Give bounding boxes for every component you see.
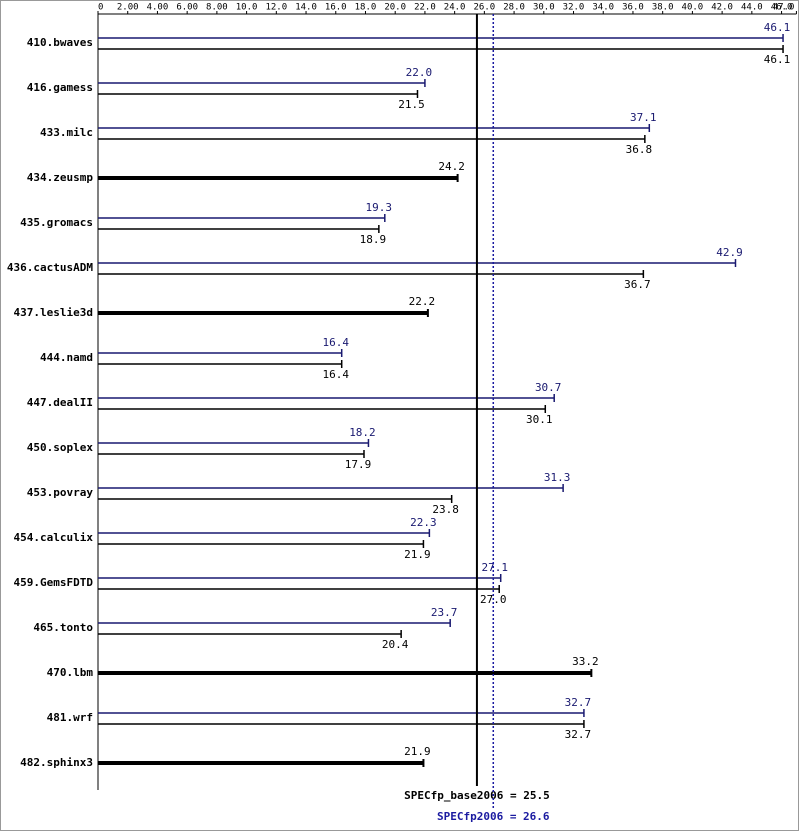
category-label: 435.gromacs bbox=[20, 216, 93, 229]
category-label: 459.GemsFDTD bbox=[14, 576, 94, 589]
x-tick-label: 18.0 bbox=[355, 3, 377, 13]
category-label: 465.tonto bbox=[33, 621, 93, 634]
x-tick-label: 40.0 bbox=[682, 3, 704, 13]
x-tick-label: 10.0 bbox=[236, 3, 258, 13]
value-label: 37.1 bbox=[630, 111, 657, 124]
reference-label: SPECfp2006 = 26.6 bbox=[437, 810, 550, 823]
x-tick-label: 4.00 bbox=[147, 3, 169, 13]
value-label: 30.1 bbox=[526, 413, 553, 426]
value-label: 46.1 bbox=[764, 53, 791, 66]
value-label: 21.9 bbox=[404, 548, 431, 561]
value-label: 36.8 bbox=[626, 143, 653, 156]
value-label: 33.2 bbox=[572, 655, 599, 668]
value-label: 31.3 bbox=[544, 471, 571, 484]
category-label: 453.povray bbox=[27, 486, 94, 499]
value-label: 22.3 bbox=[410, 516, 437, 529]
category-label: 454.calculix bbox=[14, 531, 94, 544]
x-tick-label: 46.0 bbox=[771, 3, 793, 13]
x-tick-label: 22.0 bbox=[414, 3, 436, 13]
category-label: 482.sphinx3 bbox=[20, 756, 93, 769]
value-label: 22.0 bbox=[406, 66, 433, 79]
value-label: 21.5 bbox=[398, 98, 425, 111]
x-tick-label: 47.0 bbox=[773, 3, 795, 13]
x-tick-label: 34.0 bbox=[592, 3, 614, 13]
x-tick-label: 2.00 bbox=[117, 3, 139, 13]
category-label: 450.soplex bbox=[27, 441, 94, 454]
category-label: 437.leslie3d bbox=[14, 306, 93, 319]
value-label: 18.2 bbox=[349, 426, 376, 439]
value-label: 36.7 bbox=[624, 278, 651, 291]
value-label: 16.4 bbox=[322, 368, 349, 381]
x-tick-label: 26.0 bbox=[474, 3, 496, 13]
category-label: 410.bwaves bbox=[27, 36, 93, 49]
category-label: 433.milc bbox=[40, 126, 93, 139]
value-label: 23.8 bbox=[432, 503, 459, 516]
category-label: 416.gamess bbox=[27, 81, 93, 94]
category-label: 470.lbm bbox=[47, 666, 94, 679]
category-label: 481.wrf bbox=[47, 711, 93, 724]
x-tick-label: 38.0 bbox=[652, 3, 674, 13]
x-tick-label: 44.0 bbox=[741, 3, 763, 13]
value-label: 32.7 bbox=[565, 728, 592, 741]
x-tick-label: 0 bbox=[98, 3, 103, 13]
value-label: 27.1 bbox=[481, 561, 508, 574]
x-tick-label: 16.0 bbox=[325, 3, 347, 13]
x-tick-label: 12.0 bbox=[265, 3, 287, 13]
x-tick-label: 6.00 bbox=[176, 3, 198, 13]
value-label: 22.2 bbox=[409, 295, 436, 308]
value-label: 20.4 bbox=[382, 638, 409, 651]
x-tick-label: 8.00 bbox=[206, 3, 228, 13]
x-tick-label: 28.0 bbox=[503, 3, 525, 13]
value-label: 19.3 bbox=[366, 201, 393, 214]
value-label: 46.1 bbox=[764, 21, 791, 34]
value-label: 16.4 bbox=[322, 336, 349, 349]
x-tick-label: 14.0 bbox=[295, 3, 317, 13]
category-label: 436.cactusADM bbox=[7, 261, 93, 274]
reference-label: SPECfp_base2006 = 25.5 bbox=[404, 789, 550, 802]
value-label: 24.2 bbox=[438, 160, 465, 173]
x-tick-label: 42.0 bbox=[711, 3, 733, 13]
value-label: 18.9 bbox=[360, 233, 387, 246]
x-tick-label: 32.0 bbox=[563, 3, 585, 13]
category-label: 434.zeusmp bbox=[27, 171, 94, 184]
x-tick-label: 30.0 bbox=[533, 3, 555, 13]
value-label: 17.9 bbox=[345, 458, 372, 471]
value-label: 23.7 bbox=[431, 606, 458, 619]
category-label: 447.dealII bbox=[27, 396, 93, 409]
x-tick-label: 20.0 bbox=[384, 3, 406, 13]
value-label: 42.9 bbox=[716, 246, 743, 259]
x-tick-label: 36.0 bbox=[622, 3, 644, 13]
value-label: 30.7 bbox=[535, 381, 562, 394]
category-label: 444.namd bbox=[40, 351, 93, 364]
value-label: 32.7 bbox=[565, 696, 592, 709]
value-label: 21.9 bbox=[404, 745, 431, 758]
x-tick-label: 24.0 bbox=[444, 3, 466, 13]
